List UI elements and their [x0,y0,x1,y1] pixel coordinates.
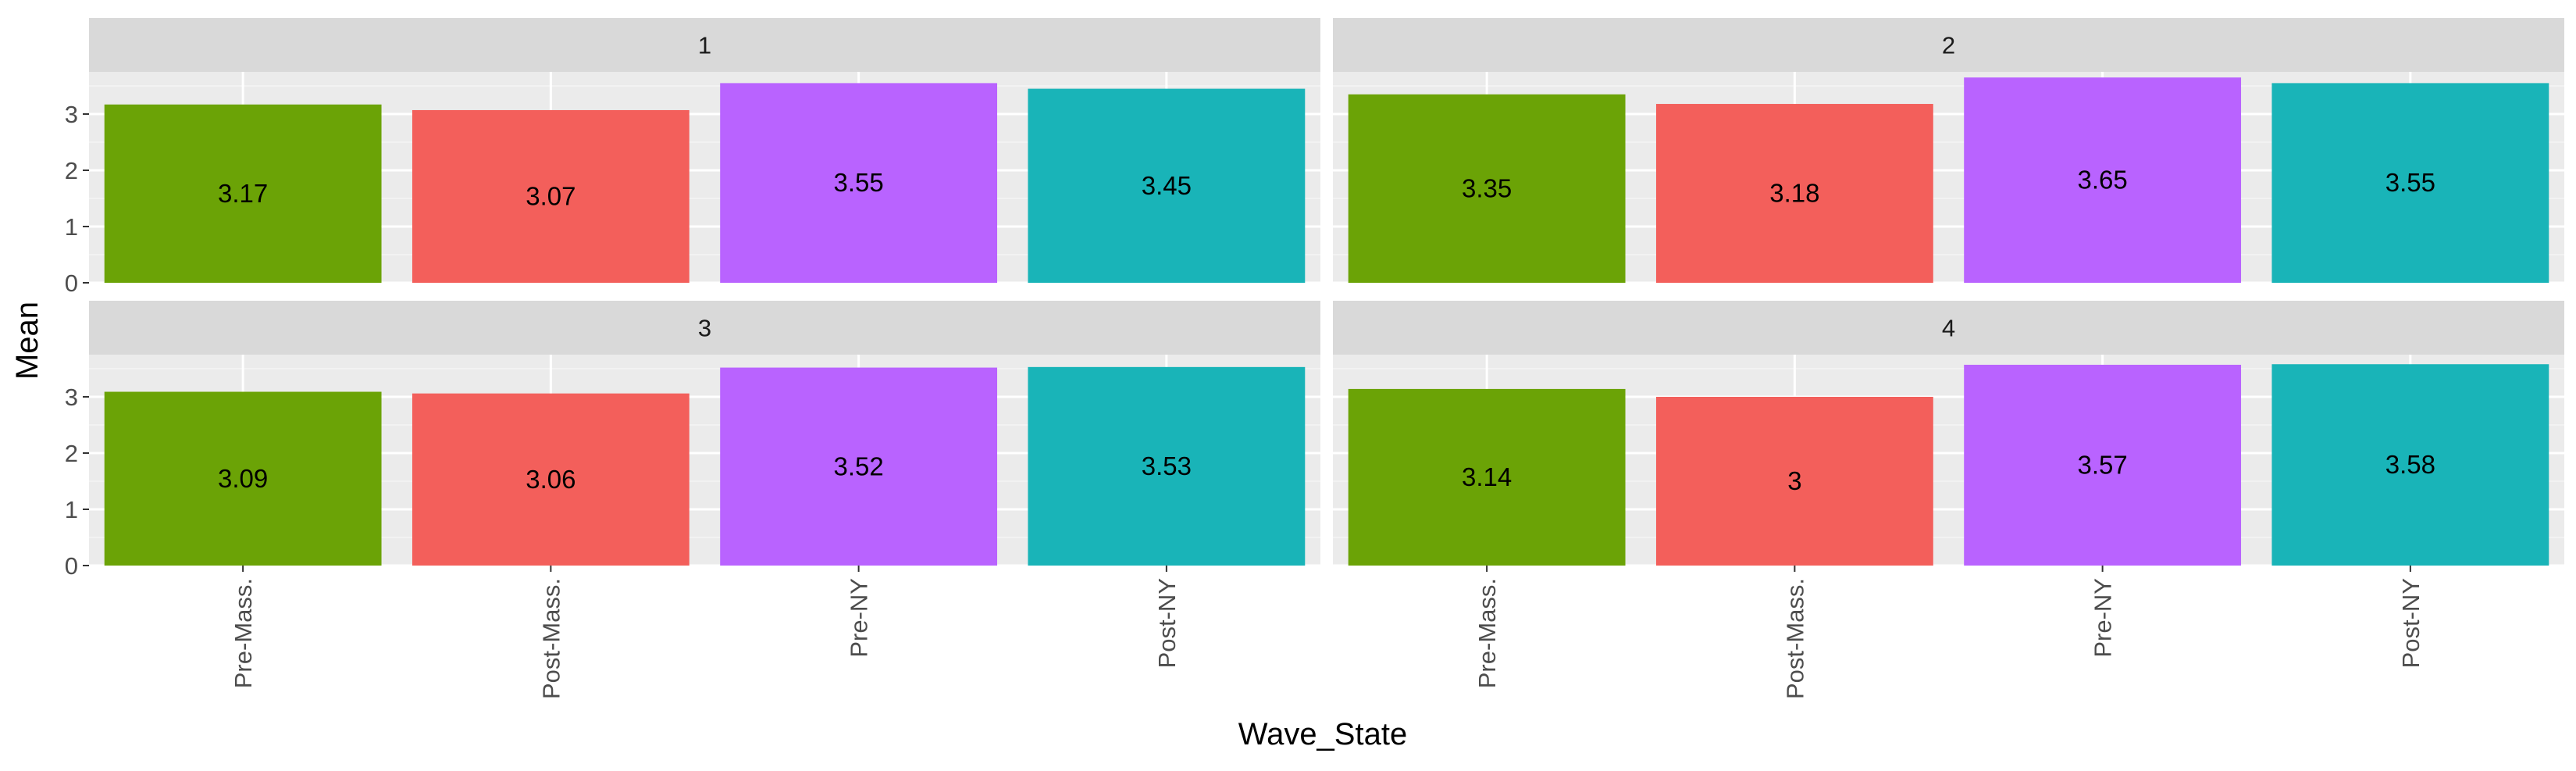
panel-4-x-tick-label-pre-mass: Pre-Mass. [1473,578,1501,688]
panel-4-x-tick-label-post-mass: Post-Mass. [1781,578,1808,699]
panel-1-y-tick-label: 2 [65,157,78,184]
panel-3-strip-label: 3 [698,315,711,342]
panel-1-y-tick-label: 1 [65,213,78,241]
panel-3-y-tick-label: 0 [65,552,78,580]
panel-4-x-tick-label-pre-ny: Pre-NY [2090,578,2117,658]
panel-1-value-label-post-ny: 3.45 [1142,171,1192,200]
panel-2-value-label-post-ny: 3.55 [2385,168,2435,197]
y-axis-title: Mean [10,302,45,380]
panel-3-value-label-post-ny: 3.53 [1142,452,1192,480]
panel-1-value-label-pre-mass: 3.17 [218,179,268,208]
panel-3-y-tick-label: 3 [65,384,78,411]
panel-1-value-label-pre-ny: 3.55 [834,168,884,197]
panel-2-value-label-pre-ny: 3.65 [2078,166,2128,195]
panel-4-value-label-post-ny: 3.58 [2385,450,2435,479]
panel-3-value-label-pre-ny: 3.52 [834,452,884,480]
panel-4-strip-label: 4 [1942,315,1955,342]
panel-4-value-label-pre-mass: 3.14 [1462,462,1512,491]
x-axis-title: Wave_State [1238,717,1407,751]
panel-1-y-tick-label: 0 [65,269,78,297]
panel-2-value-label-pre-mass: 3.35 [1462,173,1512,202]
panel-2-value-label-post-mass: 3.18 [1769,179,1819,208]
panel-3-x-tick-label-post-mass: Post-Mass. [537,578,565,699]
panel-4-x-tick-label-post-ny: Post-NY [2397,578,2425,668]
panel-4-value-label-pre-ny: 3.57 [2078,450,2128,479]
panel-3-x-tick-label-post-ny: Post-NY [1153,578,1181,668]
panel-3-y-tick-label: 1 [65,496,78,523]
panel-2-strip-label: 2 [1942,32,1955,59]
panel-3-value-label-post-mass: 3.06 [526,465,575,494]
panel-1-strip-label: 1 [698,32,711,59]
panel-1-y-tick-label: 3 [65,101,78,128]
panel-1-value-label-post-mass: 3.07 [526,181,575,210]
panel-3-y-tick-label: 2 [65,440,78,467]
panel-4-value-label-post-mass: 3 [1787,466,1801,495]
panel-3-x-tick-label-pre-ny: Pre-NY [846,578,873,658]
panel-3-x-tick-label-pre-mass: Pre-Mass. [230,578,257,688]
panel-3-value-label-pre-mass: 3.09 [218,464,268,493]
